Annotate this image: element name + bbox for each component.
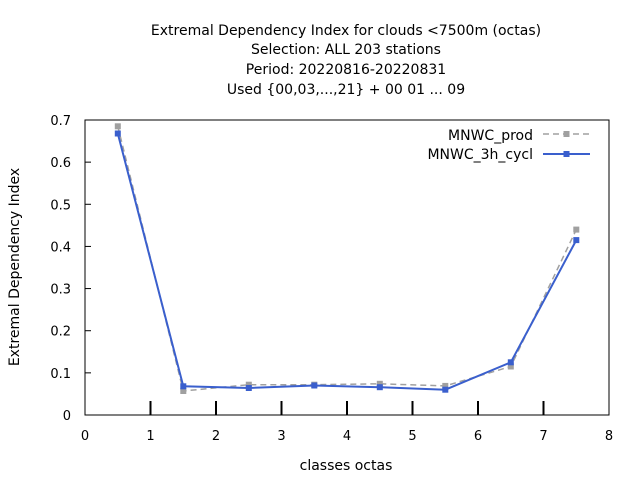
title-line-2: Selection: ALL 203 stations <box>251 42 441 58</box>
series-0-point-4 <box>376 380 383 387</box>
series-line-0 <box>117 126 577 392</box>
series-0-point-5 <box>442 382 449 389</box>
plot-frame <box>84 119 610 416</box>
title-line-1: Extremal Dependency Index for clouds <75… <box>151 23 541 39</box>
x-tick-label-2: 2 <box>212 429 220 444</box>
x-tick-label-6: 6 <box>474 429 482 444</box>
legend-marker-0 <box>563 131 570 137</box>
series-0-point-6 <box>507 363 514 370</box>
legend-label-0: MNWC_prod <box>448 128 533 144</box>
series-1-point-1 <box>180 383 187 390</box>
y-tick-label-0: 0 <box>63 409 71 424</box>
x-tick-label-7: 7 <box>539 429 547 444</box>
x-tick-label-4: 4 <box>343 429 351 444</box>
y-tick-label-4: 0.4 <box>50 240 71 255</box>
title-line-4: Used {00,03,...,21} + 00 01 ... 09 <box>227 82 465 98</box>
series-line-1 <box>116 133 578 391</box>
series-1-point-2 <box>245 385 252 391</box>
x-tick-label-3: 3 <box>277 429 285 444</box>
series-1-point-0 <box>114 130 121 137</box>
series-0-point-0 <box>114 123 121 130</box>
series-0-point-2 <box>245 381 252 388</box>
chart-title: Extremal Dependency Index for clouds <75… <box>151 23 541 98</box>
legend: MNWC_prod MNWC_3h_cycl <box>427 128 590 163</box>
y-tick-label-2: 0.2 <box>50 325 71 340</box>
x-tick-label-0: 0 <box>81 429 89 444</box>
y-tick-label-1: 0.1 <box>50 367 71 382</box>
x-tick-label-8: 8 <box>605 429 613 444</box>
series-0-point-7 <box>573 226 580 233</box>
series-1-point-6 <box>507 359 514 366</box>
tick-labels: 0 1 2 3 4 5 6 7 8 0 0.1 0.2 0.3 0.4 0.5 0.6 0.7 <box>50 114 613 444</box>
series-1-point-7 <box>573 237 580 244</box>
y-axis-label: Extremal Dependency Index <box>7 168 23 366</box>
x-tick-label-1: 1 <box>146 429 154 444</box>
series-1-point-3 <box>311 382 318 389</box>
y-tick-label-7: 0.7 <box>50 114 71 129</box>
series-0-point-1 <box>180 388 187 394</box>
legend-label-1: MNWC_3h_cycl <box>427 147 533 163</box>
axis-ticks <box>85 161 545 415</box>
series-1-point-5 <box>442 386 449 393</box>
y-tick-label-6: 0.6 <box>50 156 71 171</box>
x-tick-label-5: 5 <box>408 429 416 444</box>
series-1-point-4 <box>376 384 383 391</box>
y-tick-label-5: 0.5 <box>50 198 71 213</box>
series-group <box>114 123 580 394</box>
y-tick-label-3: 0.3 <box>50 283 71 298</box>
x-axis-label: classes octas <box>300 458 393 474</box>
legend-marker-1 <box>563 151 570 157</box>
title-line-3: Period: 20220816-20220831 <box>246 62 446 78</box>
